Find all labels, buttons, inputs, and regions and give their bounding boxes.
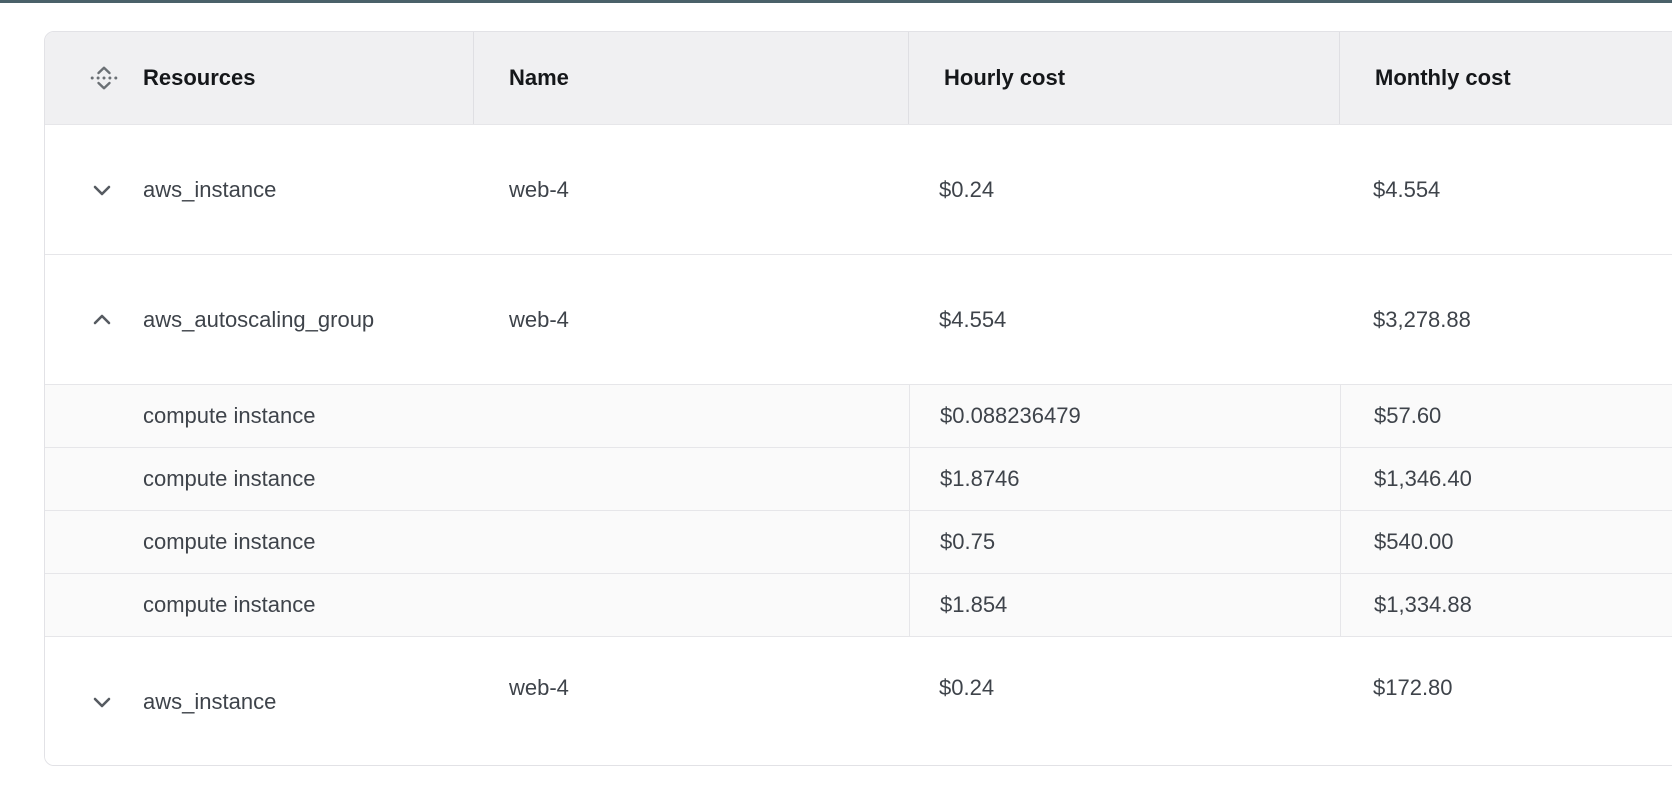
resource-cell: aws_instance [45,637,474,765]
table-row[interactable]: aws_instance web-4 $0.24 $172.80 [45,636,1672,765]
chevron-down-icon[interactable] [89,177,115,203]
hourly-cost-cell: $0.24 [939,176,995,202]
resource-type-label: aws_instance [143,176,277,202]
table-body: aws_instance web-4 $0.24 $4.554 aws_auto… [45,124,1672,765]
resource-cell: aws_instance [45,125,474,254]
monthly-cost-cell: $1,334.88 [1340,574,1672,636]
subresource-label: compute instance [143,403,316,428]
chevron-down-icon[interactable] [89,689,115,715]
monthly-cost-cell: $57.60 [1340,385,1672,447]
monthly-cost-cell: $3,278.88 [1373,306,1471,332]
column-header-monthly-cost[interactable]: Monthly cost [1340,32,1672,124]
hourly-cost-cell: $0.24 [939,675,995,700]
subresource-label: compute instance [143,529,316,554]
column-header-label: Name [509,65,569,90]
monthly-cost-cell: $540.00 [1340,511,1672,573]
chevron-up-icon[interactable] [89,307,115,333]
column-header-name[interactable]: Name [474,32,909,124]
hourly-cost-cell: $4.554 [939,306,1007,332]
table-row[interactable]: aws_autoscaling_group web-4 $4.554 $3,27… [45,254,1672,384]
column-header-label: Resources [143,65,256,90]
hourly-cost-cell: $0.75 [909,511,1340,573]
subresource-cell: compute instance [45,448,909,510]
subresource-row: compute instance $1.8746 $1,346.40 [45,447,1672,510]
hourly-cost-cell: $1.854 [909,574,1340,636]
column-header-label: Hourly cost [944,65,1066,90]
cost-breakdown-table: Resources Name Hourly cost Monthly cost … [44,31,1672,766]
subresource-row: compute instance $0.088236479 $57.60 [45,384,1672,447]
subresource-label: compute instance [143,592,316,617]
hourly-cost-cell: $0.088236479 [909,385,1340,447]
monthly-cost-cell: $4.554 [1373,176,1441,202]
subresource-cell: compute instance [45,385,909,447]
name-cell: web-4 [509,675,569,700]
top-accent-bar [0,0,1672,3]
column-header-resources[interactable]: Resources [45,32,474,124]
column-header-hourly-cost[interactable]: Hourly cost [909,32,1340,124]
subresource-cell: compute instance [45,511,909,573]
table-header-row: Resources Name Hourly cost Monthly cost [45,32,1672,124]
resource-type-label: aws_autoscaling_group [143,306,375,332]
hourly-cost-cell: $1.8746 [909,448,1340,510]
monthly-cost-cell: $1,346.40 [1340,448,1672,510]
subresource-row: compute instance $1.854 $1,334.88 [45,573,1672,636]
subresource-label: compute instance [143,466,316,491]
name-cell: web-4 [509,176,569,202]
name-cell: web-4 [509,306,569,332]
subresource-row: compute instance $0.75 $540.00 [45,510,1672,573]
drag-sort-icon[interactable] [89,63,119,93]
resource-type-label: aws_instance [143,689,277,714]
monthly-cost-cell: $172.80 [1373,675,1453,700]
resource-cell: aws_autoscaling_group [45,255,474,384]
column-header-label: Monthly cost [1375,65,1511,90]
subresource-cell: compute instance [45,574,909,636]
table-row[interactable]: aws_instance web-4 $0.24 $4.554 [45,124,1672,254]
